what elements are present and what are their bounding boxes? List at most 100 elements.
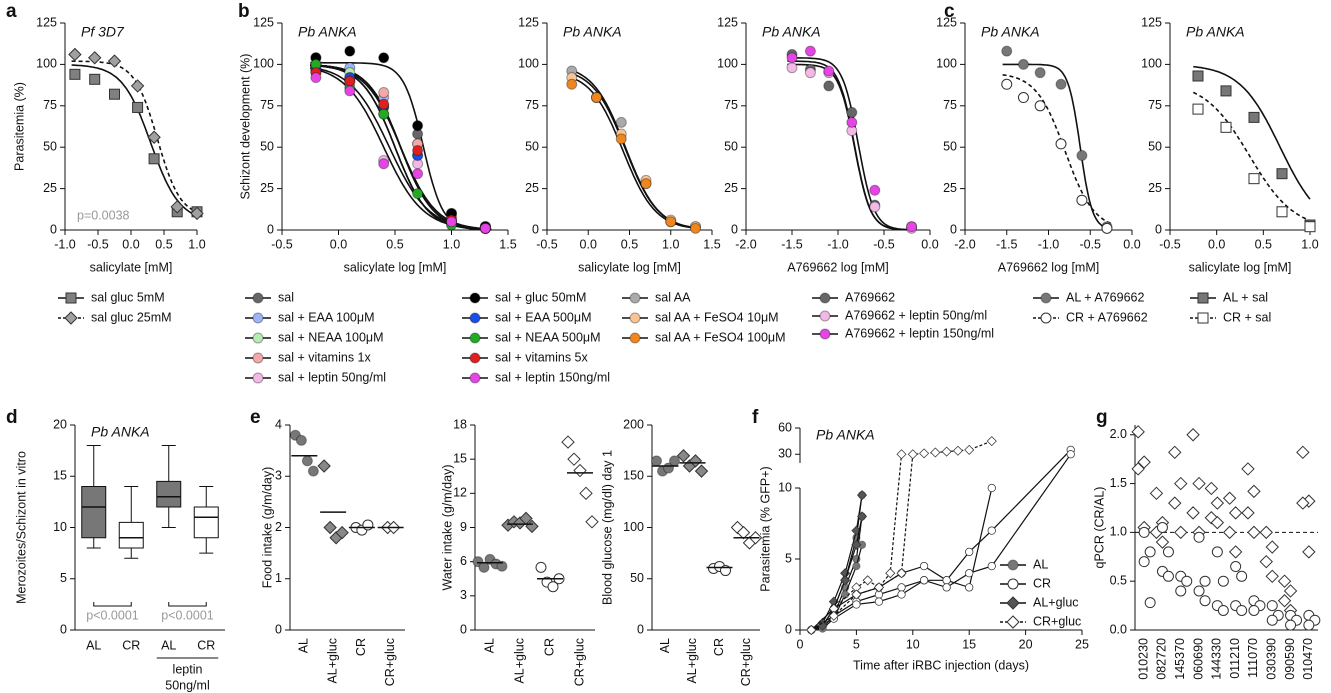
x-tick-label: 090590 — [1283, 638, 1297, 680]
marker — [851, 589, 862, 600]
y-tick-label: 100 — [623, 520, 644, 534]
marker — [857, 490, 868, 501]
x-tick-label: CR+gluc — [383, 638, 397, 686]
marker — [1285, 619, 1297, 631]
marker — [1155, 535, 1170, 549]
marker — [323, 520, 337, 535]
y-tick-label: 50 — [260, 139, 274, 153]
y-tick-label: 75 — [525, 98, 539, 112]
marker — [930, 447, 941, 458]
marker — [317, 459, 331, 473]
x-axis-label: salicylate log [mM] — [1189, 260, 1292, 274]
marker — [919, 561, 929, 571]
marker — [1217, 575, 1229, 587]
bracket — [93, 602, 132, 607]
panel-letter: f — [752, 407, 759, 428]
marker — [907, 449, 918, 460]
marker — [1210, 515, 1225, 530]
y-tick-label: 75 — [943, 98, 957, 112]
marker — [561, 435, 575, 449]
marker — [869, 184, 881, 196]
y-tick-label: 50 — [43, 139, 57, 153]
y-axis-label: qPCR (CR/AL) — [1092, 487, 1106, 569]
marker — [1277, 594, 1292, 608]
marker — [852, 600, 861, 609]
y-tick-label: 60 — [778, 420, 792, 434]
y-tick-label: 1.5 — [1110, 476, 1127, 490]
legend-marker — [1197, 292, 1209, 304]
x-tick-label: 0.5 — [155, 237, 172, 251]
x-tick-label: CR+gluc — [572, 638, 586, 686]
marker — [344, 85, 356, 97]
y-tick-label: 50 — [724, 139, 738, 153]
marker — [1248, 111, 1260, 123]
marker — [68, 47, 82, 62]
y-tick-label: 12 — [453, 486, 467, 500]
marker — [873, 582, 884, 593]
marker — [378, 98, 390, 110]
marker — [1266, 614, 1278, 626]
marker — [987, 483, 996, 493]
marker — [857, 511, 868, 522]
x-tick-label: AL — [161, 638, 176, 652]
x-tick-label: -2.0 — [954, 237, 976, 251]
marker — [148, 153, 160, 165]
marker — [965, 569, 974, 578]
marker — [786, 62, 798, 74]
marker — [1296, 496, 1310, 510]
marker — [573, 463, 587, 478]
legend-marker — [819, 292, 831, 304]
legend-marker — [629, 292, 641, 304]
marker — [1283, 584, 1298, 598]
legend-label: AL+gluc — [1033, 595, 1079, 609]
marker — [1228, 545, 1243, 559]
marker — [307, 465, 319, 477]
marker — [1222, 525, 1237, 540]
marker — [496, 560, 508, 572]
chart-title: Pf 3D7 — [81, 24, 125, 40]
legend-label: sal gluc 25mM — [91, 310, 172, 324]
legend-label: CR + sal — [1223, 310, 1271, 324]
marker — [1162, 570, 1174, 582]
marker — [851, 539, 862, 550]
marker — [942, 576, 951, 585]
legend-label: sal + EAA 100μM — [278, 310, 375, 324]
x-tick-label: CR — [197, 638, 215, 652]
y-tick-label: 100 — [253, 57, 274, 71]
marker — [941, 446, 952, 457]
marker — [1168, 496, 1182, 510]
panel-letter: d — [6, 407, 18, 428]
fit-curve — [567, 71, 700, 230]
marker — [378, 52, 390, 64]
legend-label: A769662 + leptin 150ng/ml — [845, 326, 994, 340]
marker — [1192, 70, 1204, 82]
y-axis-label: Schizont development (%) — [238, 54, 252, 200]
legend-label: A769662 — [845, 290, 895, 304]
y-tick-label: 25 — [43, 181, 57, 195]
x-axis-label: salicylate [mM] — [90, 260, 173, 274]
y-tick-label: 3 — [275, 469, 282, 483]
marker — [1265, 569, 1279, 584]
marker — [585, 515, 599, 529]
legend-label: sal AA — [655, 290, 691, 304]
y-tick-label: 30 — [778, 447, 792, 461]
marker — [965, 583, 974, 592]
marker — [1259, 525, 1273, 540]
y-axis-label: Parasitemia (% GFP+) — [758, 466, 772, 591]
y-tick-label: 25 — [724, 181, 738, 195]
marker — [1192, 103, 1204, 115]
marker — [1204, 481, 1219, 496]
x-tick-label: 011210 — [1228, 638, 1242, 679]
y-tick-label: 9 — [460, 520, 467, 534]
y-tick-label: 50 — [630, 571, 644, 585]
x-tick-label: 060690 — [1191, 638, 1205, 680]
marker — [378, 158, 390, 170]
x-tick-label: 0.5 — [386, 237, 403, 251]
x-tick-label: 1.0 — [443, 237, 460, 251]
marker — [651, 455, 662, 467]
legend-label: sal AA + FeSO4 10μM — [655, 310, 779, 324]
marker — [1211, 546, 1223, 558]
x-tick-label: -1.5 — [781, 237, 803, 251]
annotation: p<0.0001 — [86, 608, 139, 622]
